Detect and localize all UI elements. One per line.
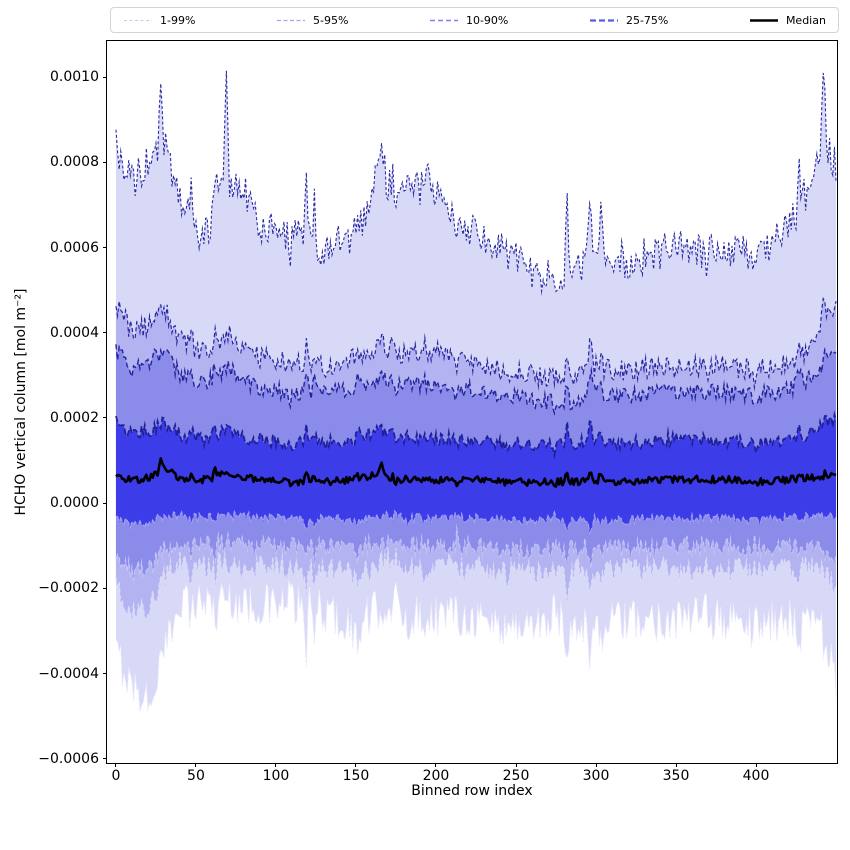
y-tick-mark (103, 76, 107, 78)
legend-item-1-99-: 1-99% (123, 15, 195, 26)
chart-canvas (107, 41, 837, 763)
x-tick-label: 300 (582, 768, 610, 784)
y-tick-label: 0.0002 (50, 409, 99, 426)
y-tick-mark (103, 673, 107, 675)
x-tick-label: 250 (502, 768, 530, 784)
x-tick-label: 0 (111, 768, 121, 784)
legend-line-sample-icon (429, 19, 458, 21)
legend-line-sample-icon (749, 18, 778, 22)
x-axis-label: Binned row index (411, 783, 533, 799)
x-tick-mark (355, 763, 357, 767)
y-tick-mark (103, 417, 107, 419)
x-tick-label: 400 (742, 768, 770, 784)
y-tick-label: 0.0000 (50, 495, 99, 512)
x-tick-mark (435, 763, 437, 767)
legend-label: 10-90% (465, 13, 509, 27)
y-tick-mark (103, 247, 107, 249)
x-tick-mark (595, 763, 597, 767)
legend-line-sample-icon (124, 19, 152, 21)
legend: 1-99% 5-95% 10-90% 25-75% Median (110, 7, 839, 33)
x-tick-mark (195, 763, 197, 767)
x-tick-mark (115, 763, 117, 767)
legend-line-sample-icon (276, 19, 305, 21)
y-tick-mark (103, 332, 107, 334)
y-tick-label: −0.0004 (38, 665, 99, 682)
y-tick-mark (103, 161, 107, 163)
y-tick-mark (103, 587, 107, 589)
y-tick-label: 0.0004 (50, 324, 99, 341)
y-tick-label: 0.0010 (50, 69, 99, 86)
legend-line-sample-icon (589, 18, 618, 22)
x-tick-label: 50 (187, 768, 205, 784)
legend-label: Median (785, 13, 826, 27)
legend-item-25-75-: 25-75% (589, 15, 668, 26)
y-tick-label: −0.0002 (38, 580, 99, 597)
x-tick-label: 350 (662, 768, 690, 784)
y-axis-label: HCHO vertical column [mol m⁻²] (13, 288, 29, 516)
legend-item-median: Median (749, 15, 826, 26)
x-tick-mark (755, 763, 757, 767)
legend-label: 25-75% (625, 13, 669, 27)
x-tick-mark (275, 763, 277, 767)
legend-label: 1-99% (160, 13, 196, 27)
x-tick-label: 150 (342, 768, 370, 784)
y-tick-label: 0.0008 (50, 154, 99, 171)
x-tick-mark (675, 763, 677, 767)
y-tick-label: −0.0006 (38, 750, 99, 767)
x-tick-mark (515, 763, 517, 767)
x-tick-label: 200 (422, 768, 450, 784)
legend-label: 5-95% (312, 13, 349, 27)
y-tick-mark (103, 758, 107, 760)
y-tick-label: 0.0006 (50, 239, 99, 256)
y-tick-mark (103, 502, 107, 504)
legend-item-5-95-: 5-95% (276, 15, 348, 26)
legend-item-10-90-: 10-90% (429, 15, 508, 26)
x-tick-label: 100 (262, 768, 290, 784)
